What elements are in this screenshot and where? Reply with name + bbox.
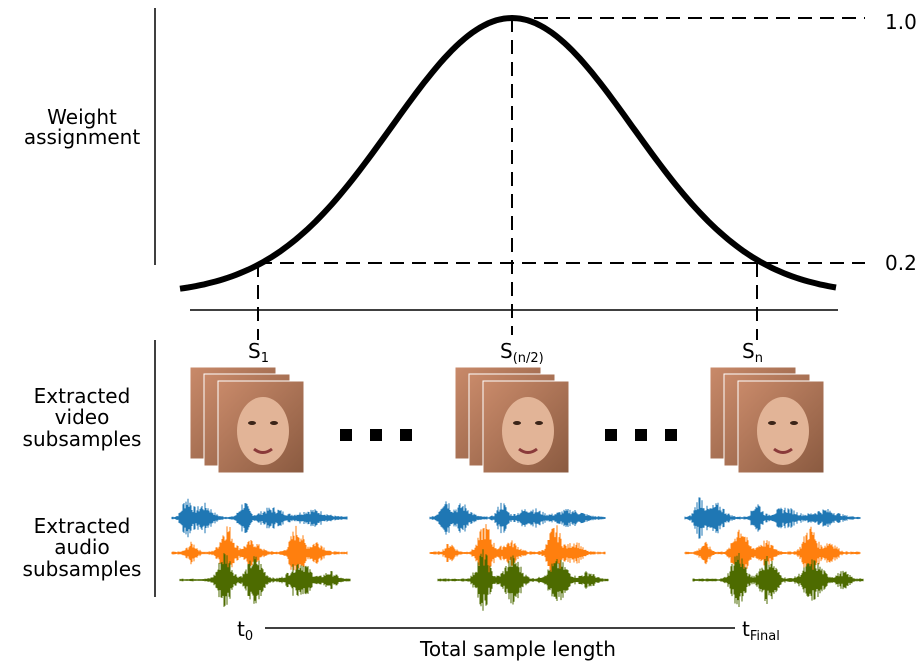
eye — [535, 421, 543, 425]
level-label: 1.0 — [885, 10, 917, 34]
face — [757, 397, 809, 465]
ellipsis-dot — [665, 429, 677, 441]
ellipsis-dot — [370, 429, 382, 441]
ellipsis-dot — [635, 429, 647, 441]
eye — [513, 421, 521, 425]
sample-label: S(n/2) — [500, 339, 544, 366]
content: WeightassignmentExtractedvideosubsamples… — [23, 105, 864, 644]
side-label: assignment — [24, 125, 140, 149]
side-label: Extracted — [34, 384, 131, 408]
base: S — [500, 339, 513, 363]
side-label: subsamples — [23, 427, 142, 451]
sub: 0 — [245, 629, 253, 644]
base: t — [237, 617, 245, 641]
side-label: Weight — [47, 105, 117, 129]
base: S — [248, 339, 261, 363]
base: S — [742, 339, 755, 363]
eye — [248, 421, 256, 425]
sub: 1 — [261, 351, 269, 366]
waveform — [684, 526, 861, 580]
sample-label: Sn — [742, 339, 763, 366]
sub: n — [755, 351, 763, 366]
side-label: video — [55, 405, 110, 429]
waveform — [179, 553, 351, 607]
waveform — [429, 501, 606, 535]
side-label: audio — [54, 535, 109, 559]
level-label: 0.2 — [885, 251, 917, 275]
waveform — [171, 498, 348, 538]
waveform — [429, 524, 606, 582]
waveform — [171, 525, 348, 581]
waveform — [437, 549, 609, 611]
waveform — [692, 553, 864, 607]
mouth — [518, 447, 538, 454]
eye — [270, 421, 278, 425]
side-label: Extracted — [34, 514, 131, 538]
time-label: tFinal — [742, 617, 780, 644]
ellipsis-dot — [400, 429, 412, 441]
bell-curve — [179, 14, 837, 292]
ellipsis-dot — [340, 429, 352, 441]
mouth — [773, 447, 793, 454]
eye — [790, 421, 798, 425]
caption: Total sample length — [419, 637, 616, 661]
sample-label: S1 — [248, 339, 269, 366]
face — [237, 397, 289, 465]
time-label: t0 — [237, 617, 253, 644]
waveform — [684, 497, 861, 539]
base: t — [742, 617, 750, 641]
side-label: subsamples — [23, 557, 142, 581]
sub: (n/2) — [513, 351, 544, 366]
eye — [768, 421, 776, 425]
guide-lines — [257, 17, 865, 340]
face — [502, 397, 554, 465]
sub: Final — [750, 629, 780, 644]
ellipsis-dot — [605, 429, 617, 441]
mouth — [253, 447, 273, 454]
